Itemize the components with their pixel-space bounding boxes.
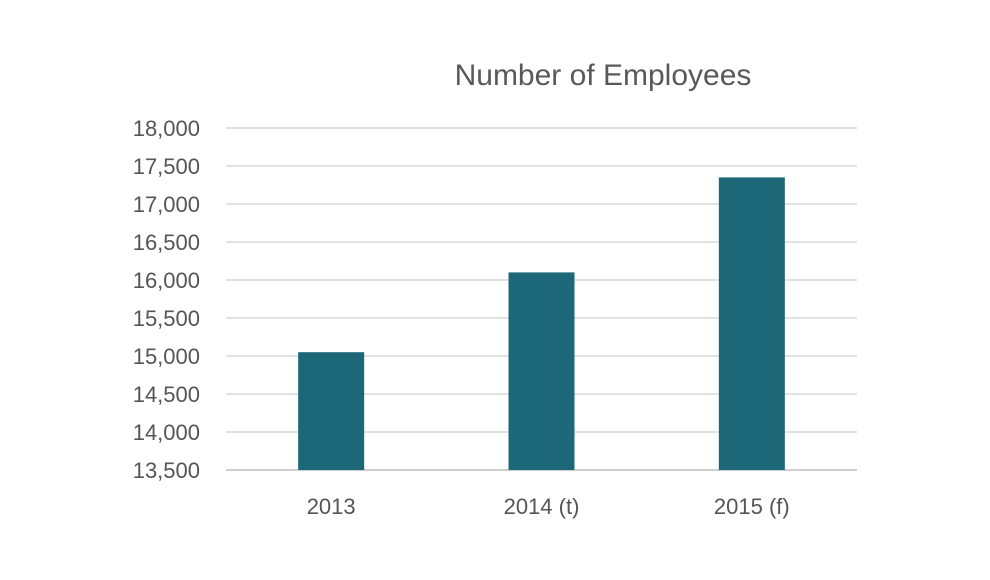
y-tick-label: 14,500 bbox=[133, 382, 200, 407]
y-tick-label: 16,500 bbox=[133, 230, 200, 255]
y-tick-label: 17,500 bbox=[133, 154, 200, 179]
x-tick-label: 2013 bbox=[307, 494, 356, 519]
y-tick-label: 15,500 bbox=[133, 306, 200, 331]
x-tick-label: 2014 (t) bbox=[504, 494, 580, 519]
bar bbox=[298, 352, 365, 470]
y-tick-label: 18,000 bbox=[133, 116, 200, 141]
y-tick-label: 15,000 bbox=[133, 344, 200, 369]
y-axis-ticks: 13,500 14,000 14,500 15,000 15,500 16,000 16,5… bbox=[133, 116, 200, 483]
x-tick-label: 2015 (f) bbox=[714, 494, 790, 519]
bars bbox=[298, 177, 785, 470]
chart-title: Number of Employees bbox=[455, 59, 752, 92]
y-tick-label: 14,000 bbox=[133, 420, 200, 445]
bar bbox=[508, 272, 575, 470]
y-tick-label: 13,500 bbox=[133, 458, 200, 483]
bar bbox=[718, 177, 785, 470]
x-axis-ticks: 2013 2014 (t) 2015 (f) bbox=[307, 494, 790, 519]
y-tick-label: 17,000 bbox=[133, 192, 200, 217]
y-tick-label: 16,000 bbox=[133, 268, 200, 293]
